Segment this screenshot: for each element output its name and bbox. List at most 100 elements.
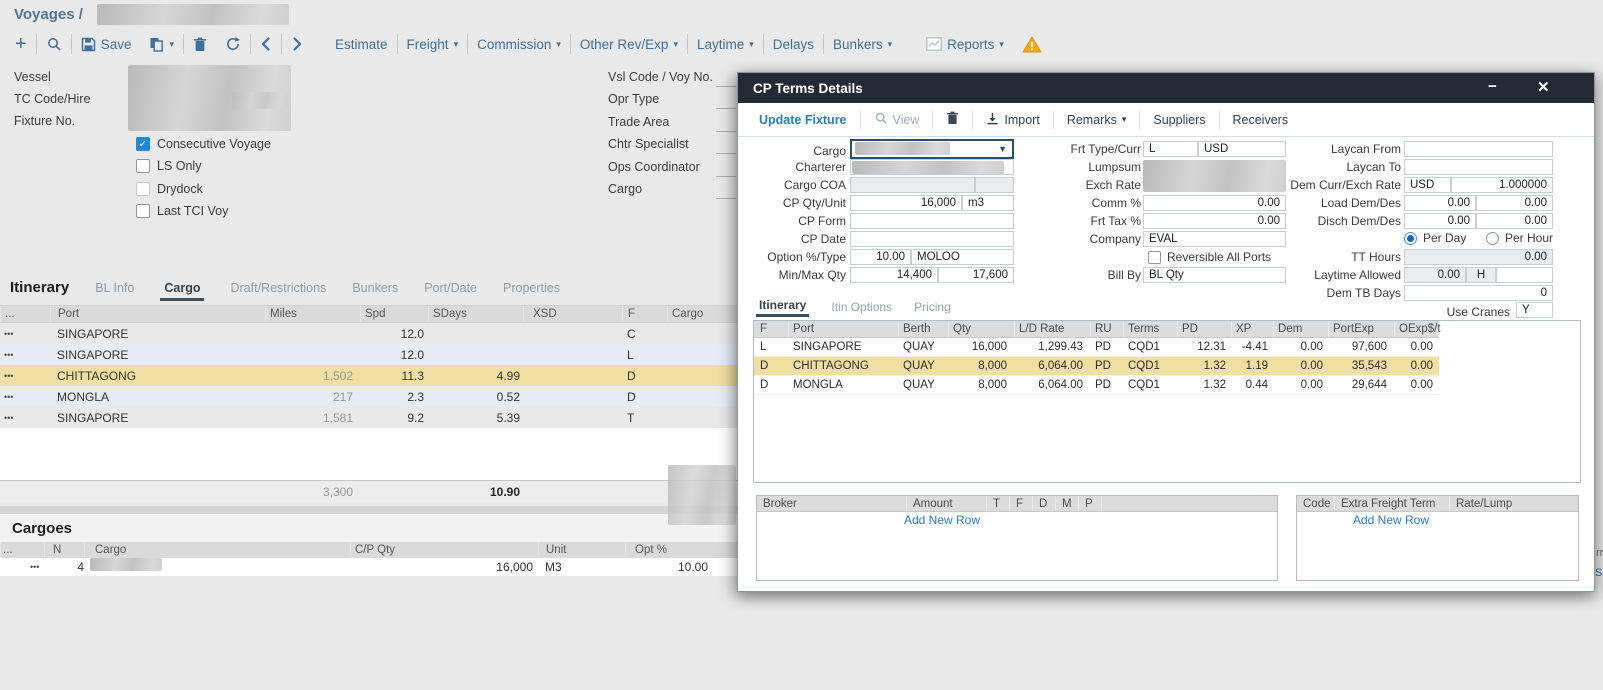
col-oexp[interactable]: OExp$/t: [1395, 321, 1441, 337]
cp-date-input[interactable]: [850, 231, 1014, 247]
col-t[interactable]: T: [987, 496, 1010, 511]
other-rev-exp-menu[interactable]: Other Rev/Exp ▾: [571, 37, 687, 52]
laycan-to-input[interactable]: [1404, 159, 1553, 175]
copy-button[interactable]: ▾: [140, 37, 183, 52]
col-portexp[interactable]: PortExp: [1329, 321, 1395, 337]
option-pct-input[interactable]: 10.00: [850, 249, 911, 265]
dem-tb-days-input[interactable]: 0: [1404, 285, 1553, 301]
cargo-coa-aux-input[interactable]: [975, 177, 1014, 193]
reversible-all-ports-checkbox[interactable]: Reversible All Ports: [1148, 250, 1271, 264]
col-xp[interactable]: XP: [1232, 321, 1274, 337]
extra-freight-add-new-row-link[interactable]: Add New Row: [1352, 513, 1430, 527]
import-button[interactable]: Import: [973, 112, 1052, 128]
row-handle[interactable]: •••: [4, 391, 14, 402]
per-hour-radio[interactable]: Per Hour: [1486, 231, 1553, 245]
itinerary-row[interactable]: ••• SINGAPORE 12.0 L: [0, 344, 737, 365]
refresh-button[interactable]: [216, 36, 250, 52]
estimate-button[interactable]: Estimate: [335, 36, 388, 52]
freight-menu[interactable]: Freight ▾: [398, 37, 468, 52]
col-spd[interactable]: Spd: [360, 306, 428, 322]
col-port[interactable]: Port: [789, 321, 899, 337]
per-day-radio[interactable]: Per Day: [1404, 231, 1466, 245]
tab-bl-info[interactable]: BL Info: [95, 281, 135, 295]
broker-add-new-row-link[interactable]: Add New Row: [903, 513, 981, 527]
delete-button[interactable]: [933, 111, 972, 128]
dialog-titlebar[interactable]: CP Terms Details: [738, 73, 1594, 103]
tt-hours-input[interactable]: 0.00: [1404, 249, 1553, 265]
col-pd[interactable]: PD: [1178, 321, 1232, 337]
cp-qty-input[interactable]: 16,000: [850, 195, 962, 211]
itinerary-row-selected[interactable]: ••• CHITTAGONG 1,502 11.3 4.99 D: [0, 365, 737, 386]
bunkers-menu[interactable]: Bunkers ▾: [824, 37, 901, 52]
laycan-from-input[interactable]: [1404, 141, 1553, 157]
load-des-input[interactable]: 0.00: [1476, 195, 1553, 211]
col-d[interactable]: D: [1033, 496, 1056, 511]
tab-itin-options[interactable]: Itin Options: [831, 300, 893, 314]
col-p[interactable]: P: [1079, 496, 1102, 511]
close-button[interactable]: ✕: [1537, 79, 1550, 96]
row-handle[interactable]: •••: [30, 562, 40, 572]
col-extra-freight-term[interactable]: Extra Freight Term: [1335, 496, 1450, 511]
new-button[interactable]: +: [6, 34, 36, 54]
col-miles[interactable]: Miles: [265, 306, 360, 322]
itinerary-row[interactable]: ••• SINGAPORE 1,581 9.2 5.39 T: [0, 407, 737, 428]
receivers-button[interactable]: Receivers: [1232, 112, 1289, 127]
use-cranes-input[interactable]: Y: [1516, 302, 1553, 318]
frt-tax-pct-input[interactable]: 0.00: [1143, 213, 1286, 229]
cp-unit-input[interactable]: m3: [962, 195, 1014, 211]
view-button[interactable]: View: [861, 111, 933, 128]
col-amount[interactable]: Amount: [907, 496, 987, 511]
suppliers-button[interactable]: Suppliers: [1153, 112, 1206, 127]
cp-itinerary-row[interactable]: L SINGAPORE QUAY 16,000 1,299.43 PD CQD1…: [754, 338, 1439, 357]
col-cargo[interactable]: Cargo: [84, 542, 350, 558]
cargo-row[interactable]: ••• 4 16,000 M3 10.00: [0, 558, 737, 576]
max-qty-input[interactable]: 17,600: [938, 267, 1014, 283]
col-sdays[interactable]: SDays: [428, 306, 523, 322]
col-ld-rate[interactable]: L/D Rate: [1015, 321, 1091, 337]
tab-pricing[interactable]: Pricing: [914, 300, 951, 314]
cp-itinerary-row[interactable]: D MONGLA QUAY 8,000 6,064.00 PD CQD1 1.3…: [754, 376, 1439, 395]
option-type-input[interactable]: MOLOO: [911, 249, 1014, 265]
load-dem-input[interactable]: 0.00: [1404, 195, 1476, 211]
minimize-button[interactable]: −: [1488, 78, 1497, 95]
min-qty-input[interactable]: 14,400: [850, 267, 938, 283]
previous-button[interactable]: [251, 36, 281, 52]
col-n[interactable]: N: [44, 542, 84, 558]
validation-warning[interactable]: [1013, 36, 1051, 53]
itinerary-row[interactable]: ••• MONGLA 217 2.3 0.52 D: [0, 386, 737, 407]
col-ru[interactable]: RU: [1091, 321, 1124, 337]
col-f[interactable]: F: [622, 306, 667, 322]
row-handle[interactable]: •••: [4, 349, 14, 360]
col-qty[interactable]: Qty: [949, 321, 1015, 337]
reports-menu[interactable]: Reports ▾: [917, 37, 1013, 52]
row-handle[interactable]: •••: [4, 412, 14, 423]
laytime-allowed-input[interactable]: 0.00: [1404, 267, 1466, 283]
bill-by-input[interactable]: BL Qty: [1143, 267, 1286, 283]
col-f[interactable]: F: [754, 321, 789, 337]
company-input[interactable]: EVAL: [1143, 231, 1286, 247]
tab-properties[interactable]: Properties: [503, 281, 560, 295]
col-opt-pct[interactable]: Opt %: [625, 542, 712, 558]
col-rate-lump[interactable]: Rate/Lump: [1450, 496, 1512, 511]
remarks-menu[interactable]: Remarks ▾: [1054, 113, 1140, 127]
delays-button[interactable]: Delays: [772, 36, 815, 52]
col-f[interactable]: F: [1010, 496, 1033, 511]
row-handle[interactable]: •••: [4, 370, 14, 381]
disch-des-input[interactable]: 0.00: [1476, 213, 1553, 229]
cargo-coa-input[interactable]: [850, 177, 975, 193]
laytime-menu[interactable]: Laytime ▾: [688, 37, 763, 52]
tab-itinerary[interactable]: Itinerary: [756, 298, 810, 317]
tab-draft-restrictions[interactable]: Draft/Restrictions: [230, 281, 327, 295]
col-m[interactable]: M: [1056, 496, 1079, 511]
ls-only-checkbox[interactable]: LS Only: [136, 159, 201, 173]
row-handle[interactable]: •••: [4, 328, 14, 339]
col-terms[interactable]: Terms: [1124, 321, 1178, 337]
itinerary-row[interactable]: ••• SINGAPORE 12.0 C: [0, 323, 737, 344]
consecutive-voyage-checkbox[interactable]: ✓ Consecutive Voyage: [136, 137, 271, 151]
save-button[interactable]: Save: [72, 37, 141, 52]
tab-cargo[interactable]: Cargo: [160, 281, 205, 301]
col-cargo[interactable]: Cargo: [667, 306, 737, 322]
delete-button[interactable]: [184, 37, 216, 52]
laytime-unit-input[interactable]: H: [1466, 267, 1496, 283]
cp-itinerary-row-selected[interactable]: D CHITTAGONG QUAY 8,000 6,064.00 PD CQD1…: [754, 357, 1439, 376]
